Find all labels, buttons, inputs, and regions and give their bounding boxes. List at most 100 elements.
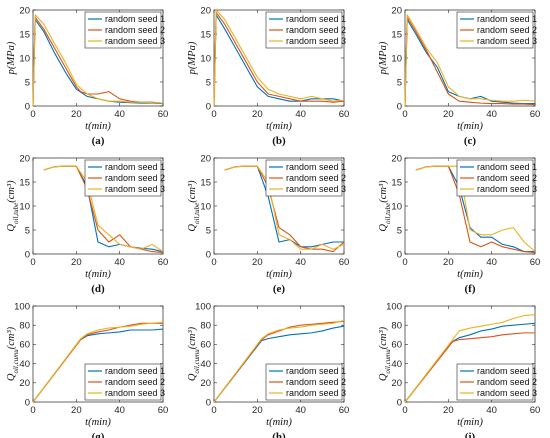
legend-label: random seed 1 — [286, 366, 346, 376]
panel-label: (f) — [465, 283, 476, 295]
y-tick-label: 80 — [391, 321, 402, 332]
series-line — [213, 11, 345, 107]
y-tick-label: 80 — [19, 321, 30, 332]
y-tick-label: 100 — [14, 301, 30, 312]
x-tick-label: 0 — [402, 257, 407, 268]
x-axis-title: t(min) — [85, 121, 111, 132]
panel-label: (i) — [465, 431, 476, 438]
y-tick-label: 10 — [200, 201, 211, 212]
y-axis-title: p(MPa) — [187, 41, 198, 75]
series-line — [213, 9, 345, 107]
y-tick-label: 0 — [25, 249, 30, 260]
y-tick-label: 10 — [391, 53, 402, 64]
series-line — [32, 14, 164, 107]
series-line — [43, 165, 164, 253]
y-axis-title: Qoil,tube(cm³) — [187, 180, 201, 232]
x-tick-label: 60 — [339, 405, 350, 416]
x-axis-title: t(min) — [457, 417, 483, 428]
x-tick-label: 0 — [211, 109, 216, 120]
y-tick-label: 5 — [397, 225, 402, 236]
y-tick-label: 20 — [19, 5, 30, 16]
x-tick-label: 20 — [71, 109, 82, 120]
x-tick-label: 0 — [30, 109, 35, 120]
y-tick-label: 5 — [25, 77, 30, 88]
legend-label: random seed 2 — [477, 377, 537, 387]
x-tick-label: 20 — [252, 109, 263, 120]
x-tick-label: 20 — [71, 405, 82, 416]
legend-label: random seed 2 — [105, 377, 165, 387]
x-tick-label: 40 — [114, 405, 125, 416]
y-tick-label: 80 — [200, 321, 211, 332]
y-axis-title: Qoil,cumu(cm³) — [378, 326, 392, 381]
legend-label: random seed 2 — [477, 25, 537, 35]
x-tick-label: 20 — [443, 257, 454, 268]
series-line — [213, 319, 345, 403]
x-tick-label: 40 — [486, 109, 497, 120]
y-tick-label: 5 — [397, 77, 402, 88]
y-tick-label: 15 — [200, 29, 211, 40]
x-tick-label: 0 — [211, 257, 216, 268]
legend-box — [456, 363, 534, 401]
x-tick-label: 40 — [114, 109, 125, 120]
legend-label: random seed 1 — [286, 14, 346, 24]
y-tick-label: 0 — [25, 397, 30, 408]
y-tick-label: 40 — [200, 359, 211, 370]
y-tick-label: 0 — [397, 249, 402, 260]
series-line — [213, 325, 345, 403]
legend-label: random seed 1 — [105, 162, 165, 172]
legend-label: random seed 3 — [105, 184, 165, 194]
x-tick-label: 20 — [252, 405, 263, 416]
x-tick-label: 0 — [30, 405, 35, 416]
series-line — [415, 165, 536, 253]
y-tick-label: 20 — [200, 153, 211, 164]
panel-label: (b) — [272, 135, 286, 147]
legend-label: random seed 3 — [286, 388, 346, 398]
legend-label: random seed 1 — [105, 366, 165, 376]
y-tick-label: 20 — [391, 378, 402, 389]
y-tick-label: 20 — [19, 153, 30, 164]
x-axis-title: t(min) — [85, 417, 111, 428]
series-line — [213, 320, 345, 403]
y-tick-label: 15 — [19, 29, 30, 40]
y-tick-label: 10 — [391, 201, 402, 212]
y-tick-label: 10 — [200, 53, 211, 64]
y-tick-label: 15 — [391, 177, 402, 188]
legend-label: random seed 3 — [477, 36, 537, 46]
y-tick-label: 20 — [19, 378, 30, 389]
x-tick-label: 60 — [530, 109, 541, 120]
legend-label: random seed 3 — [286, 184, 346, 194]
y-tick-label: 0 — [206, 101, 211, 112]
series-line — [404, 14, 536, 107]
y-tick-label: 15 — [200, 177, 211, 188]
y-tick-label: 10 — [19, 53, 30, 64]
series-line — [32, 321, 164, 403]
y-tick-label: 60 — [19, 340, 30, 351]
series-line — [404, 332, 535, 403]
y-tick-label: 20 — [200, 5, 211, 16]
panel-label: (e) — [273, 283, 286, 295]
series-line — [32, 19, 164, 107]
y-tick-label: 15 — [19, 177, 30, 188]
panel-label: (d) — [91, 283, 105, 295]
panel-label: (h) — [272, 431, 286, 438]
y-tick-label: 100 — [386, 301, 402, 312]
x-tick-label: 0 — [211, 405, 216, 416]
legend-label: random seed 2 — [286, 25, 346, 35]
y-axis-title: p(MPa) — [378, 41, 389, 75]
legend-label: random seed 3 — [286, 36, 346, 46]
x-axis-title: t(min) — [457, 269, 483, 280]
legend-box — [84, 363, 162, 401]
legend-label: random seed 1 — [477, 162, 537, 172]
x-tick-label: 60 — [158, 405, 169, 416]
x-tick-label: 0 — [402, 405, 407, 416]
legend-label: random seed 2 — [105, 173, 165, 183]
legend-label: random seed 1 — [477, 14, 537, 24]
legend-label: random seed 3 — [105, 388, 165, 398]
